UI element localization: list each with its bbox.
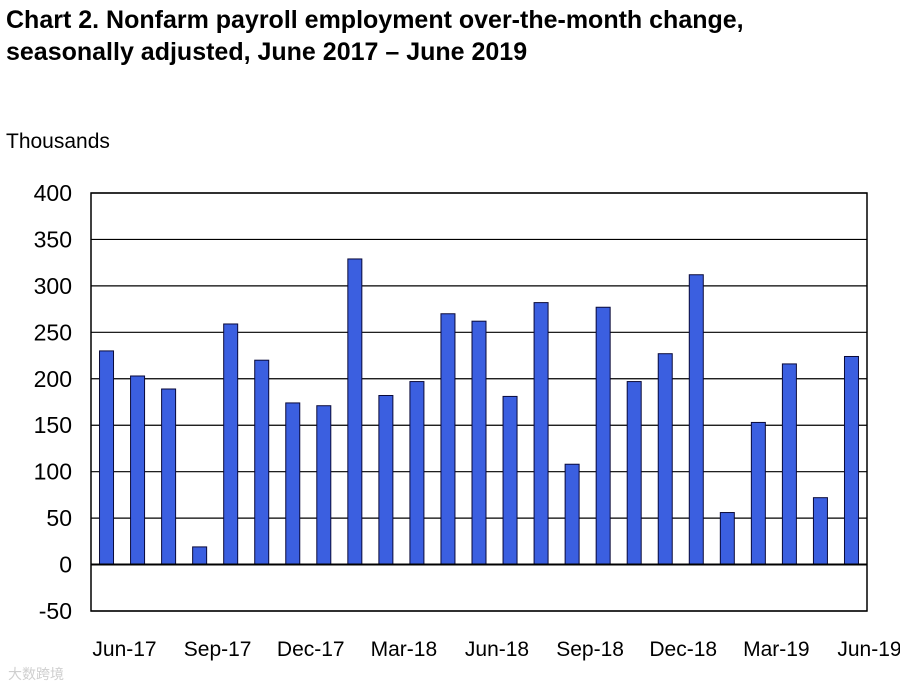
y-tick-label-100: 100	[34, 459, 72, 485]
bar-May-18	[440, 313, 456, 566]
bar-Aug-18	[533, 302, 549, 566]
x-tick-label-Mar-19: Mar-19	[743, 638, 810, 661]
y-tick-label-50: 50	[46, 505, 72, 531]
bar-Jun-18	[471, 320, 487, 566]
bar-Jul-17	[130, 375, 146, 566]
x-tick-labels: Jun-17 Sep-17 Dec-17 Mar-18 Jun-18 Sep-18 Dec-…	[92, 638, 900, 661]
bar-Jun-19	[843, 355, 859, 566]
plot-frame	[90, 192, 868, 612]
x-tick-label-Sep-17: Sep-17	[184, 638, 252, 661]
bar-Jan-19	[688, 274, 704, 566]
bars	[99, 258, 859, 566]
y-tick-label-400: 400	[34, 180, 72, 206]
x-tick-label-Jun-18: Jun-18	[465, 638, 529, 661]
x-tick-label-Jun-19: Jun-19	[837, 638, 900, 661]
y-tick-label-200: 200	[34, 366, 72, 392]
x-tick-label-Jun-17: Jun-17	[92, 638, 156, 661]
y-tick-labels: -50 0 50 100 150 200 250 300 350 400	[34, 180, 72, 624]
chart-title-line-2: seasonally adjusted, June 2017 – June 20…	[6, 38, 528, 66]
y-tick-label-250: 250	[34, 319, 72, 345]
bar-Apr-19	[781, 363, 797, 566]
bar-Oct-17	[223, 323, 239, 566]
bar-Dec-18	[657, 353, 673, 566]
bar-Nov-17	[254, 359, 270, 566]
bar-Apr-18	[409, 381, 425, 566]
y-tick-label-350: 350	[34, 226, 72, 252]
watermark-text: 大数跨境	[8, 667, 64, 683]
y-axis-unit-label: Thousands	[6, 130, 110, 153]
x-tick-label-Sep-18: Sep-18	[556, 638, 624, 661]
x-tick-label-Mar-18: Mar-18	[371, 638, 438, 661]
y-tick-label-300: 300	[34, 273, 72, 299]
bar-Mar-18	[378, 394, 394, 566]
y-tick-label-0: 0	[59, 552, 72, 578]
bar-Oct-18	[595, 306, 611, 566]
bar-Jun-17	[99, 350, 115, 566]
bar-Sep-18	[564, 463, 580, 566]
bar-Aug-17	[161, 388, 177, 566]
chart-title-line-1: Chart 2. Nonfarm payroll employment over…	[6, 6, 744, 34]
x-tick-label-Dec-18: Dec-18	[649, 638, 717, 661]
bar-Jul-18	[502, 395, 518, 566]
axes	[90, 192, 868, 612]
bar-Mar-19	[750, 421, 766, 566]
bar-May-19	[812, 497, 828, 566]
bar-Nov-18	[626, 381, 642, 566]
chart-title: Chart 2. Nonfarm payroll employment over…	[6, 4, 886, 68]
bar-Feb-18	[347, 258, 363, 566]
y-tick-label-150: 150	[34, 412, 72, 438]
bar-Sep-17	[192, 546, 208, 566]
bar-Dec-17	[285, 402, 301, 566]
bar-Jan-18	[316, 405, 332, 566]
x-tick-label-Dec-17: Dec-17	[277, 638, 345, 661]
bar-Feb-19	[719, 512, 735, 566]
y-tick-label--50: -50	[39, 598, 72, 624]
